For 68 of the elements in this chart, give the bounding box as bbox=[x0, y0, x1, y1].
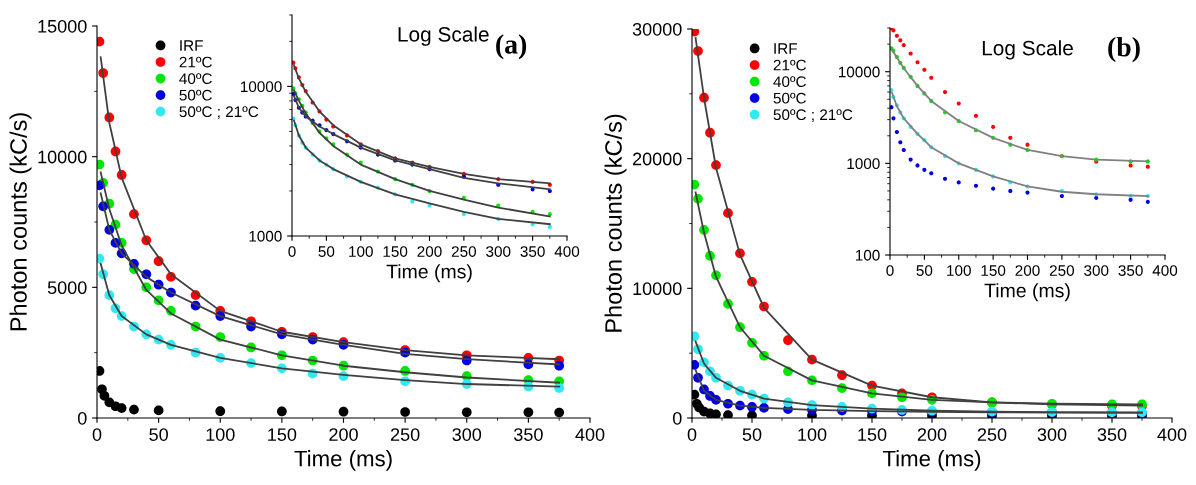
x-tick-label: 400 bbox=[575, 428, 605, 441]
y-tick-label: 10000 bbox=[240, 81, 282, 93]
y-tick-label: 10000 bbox=[633, 282, 682, 296]
x-tick-label: 0 bbox=[288, 246, 296, 257]
x-tick-label: 300 bbox=[452, 428, 482, 441]
y-tick-label: 0 bbox=[77, 411, 87, 425]
x-tick-label: 400 bbox=[554, 246, 580, 257]
legend-label: 50ºC ; 21ºC bbox=[773, 109, 853, 122]
legend-label: 50ºC bbox=[773, 92, 806, 104]
x-tick-label: 150 bbox=[858, 428, 887, 441]
y-tick-label: 1000 bbox=[847, 158, 880, 170]
x-tick-label: 200 bbox=[917, 428, 947, 441]
y-tick-label: 1000 bbox=[249, 230, 282, 242]
x-tick-label: 400 bbox=[1157, 428, 1187, 441]
x-tick-label: 250 bbox=[451, 246, 477, 257]
x-tick-label: 0 bbox=[92, 428, 102, 441]
x-tick-label: 100 bbox=[947, 265, 971, 276]
x-tick-label: 300 bbox=[1037, 428, 1067, 441]
legend-label: IRF bbox=[180, 40, 203, 51]
y-tick-label: 5000 bbox=[47, 281, 87, 295]
x-tick-label: 350 bbox=[520, 246, 545, 257]
y-tick-label: 20000 bbox=[632, 152, 682, 166]
x-axis-title: Time (ms) bbox=[294, 450, 392, 471]
x-tick-label: 150 bbox=[268, 428, 297, 441]
x-tick-label: 250 bbox=[390, 428, 420, 441]
x-tick-label: 350 bbox=[1118, 265, 1143, 276]
y-axis-title: Photon counts (kC/s) bbox=[604, 114, 627, 332]
x-tick-label: 200 bbox=[417, 246, 442, 257]
legend-label: 21ºC bbox=[179, 56, 212, 68]
x-tick-label: 400 bbox=[1152, 265, 1178, 276]
annotation: (a) bbox=[496, 34, 527, 60]
legend-label: 40ºC bbox=[773, 76, 806, 88]
x-axis-title: Time (ms) bbox=[984, 283, 1070, 302]
y-tick-label: 30000 bbox=[632, 22, 682, 36]
x-tick-label: 100 bbox=[798, 428, 827, 441]
annotation: Log Scale bbox=[398, 26, 489, 46]
x-tick-label: 50 bbox=[318, 246, 335, 257]
legend-label: 40ºC bbox=[179, 73, 212, 85]
y-tick-label: 10000 bbox=[38, 150, 87, 164]
x-tick-label: 150 bbox=[981, 265, 1006, 276]
x-tick-label: 300 bbox=[1084, 265, 1109, 276]
x-axis-title: Time (ms) bbox=[386, 264, 472, 283]
x-tick-label: 350 bbox=[1097, 428, 1127, 441]
legend-label: 21ºC bbox=[773, 59, 806, 71]
x-tick-label: 50 bbox=[742, 428, 762, 441]
annotation: Log Scale bbox=[982, 40, 1073, 60]
y-axis-title: Photon counts (kC/s) bbox=[9, 113, 32, 331]
x-tick-label: 0 bbox=[886, 265, 894, 276]
x-tick-label: 150 bbox=[383, 246, 408, 257]
x-tick-label: 0 bbox=[687, 428, 697, 441]
x-tick-label: 100 bbox=[206, 428, 235, 441]
legend-label: IRF bbox=[774, 43, 797, 54]
x-tick-label: 200 bbox=[329, 428, 358, 441]
x-tick-label: 300 bbox=[486, 246, 511, 257]
x-tick-label: 250 bbox=[977, 428, 1007, 441]
x-tick-label: 350 bbox=[514, 428, 543, 441]
legend-label: 50ºC ; 21ºC bbox=[179, 106, 259, 119]
x-tick-label: 200 bbox=[1015, 265, 1040, 276]
y-tick-label: 15000 bbox=[38, 19, 87, 33]
x-tick-label: 50 bbox=[149, 428, 168, 441]
annotation: (b) bbox=[1108, 36, 1140, 63]
y-tick-label: 10000 bbox=[838, 66, 880, 78]
legend-label: 50ºC bbox=[179, 89, 212, 101]
x-axis-title: Time (ms) bbox=[882, 450, 981, 471]
x-tick-label: 250 bbox=[1049, 265, 1075, 276]
x-tick-label: 50 bbox=[916, 265, 933, 276]
y-tick-label: 0 bbox=[672, 411, 682, 425]
x-tick-label: 100 bbox=[349, 246, 373, 257]
